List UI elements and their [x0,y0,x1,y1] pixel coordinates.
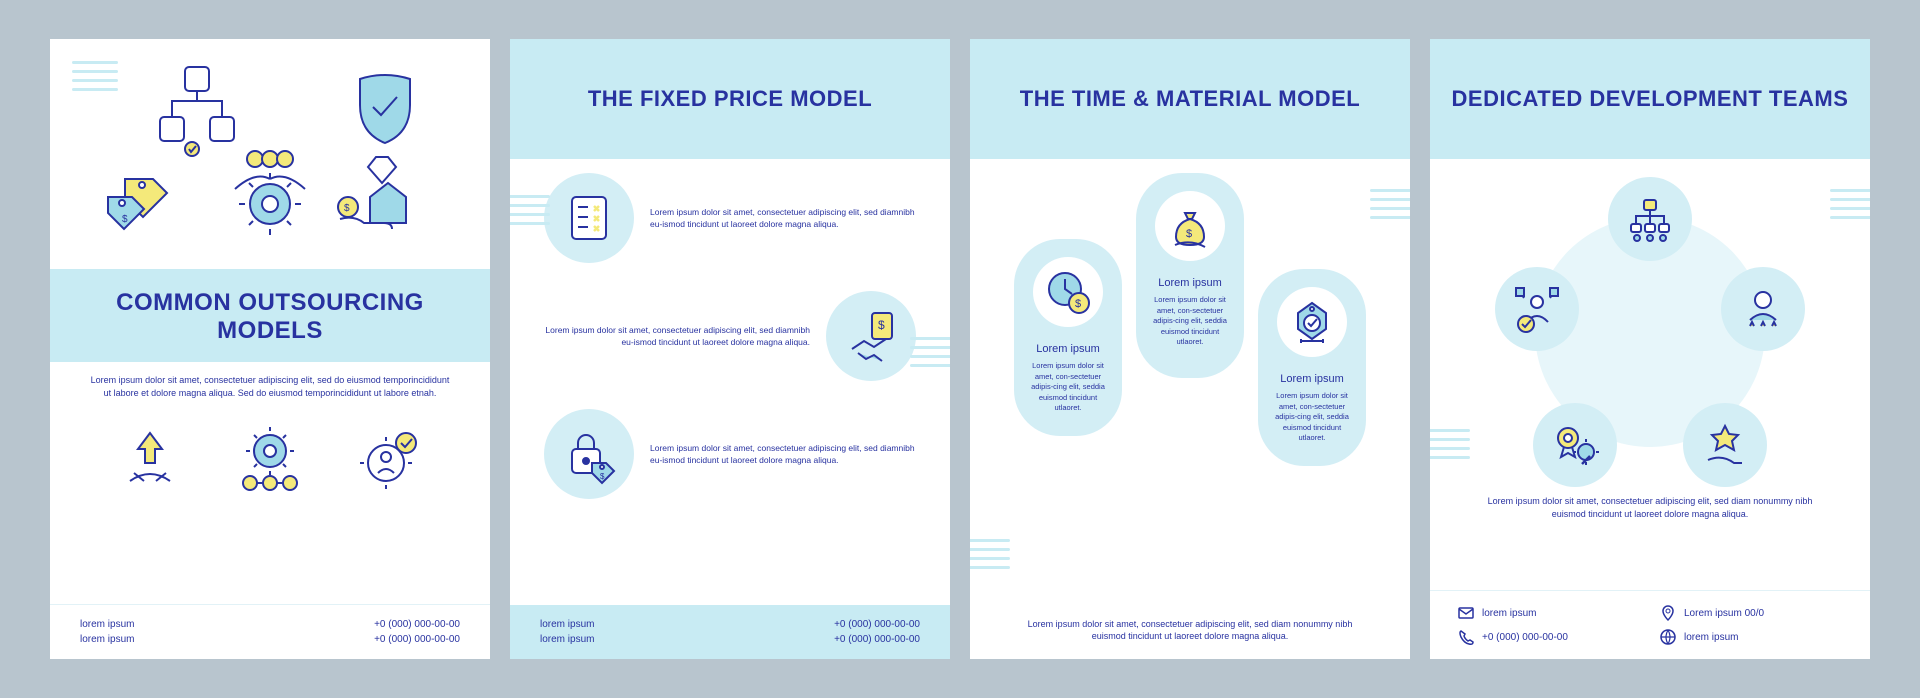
panel2-row-3-text: Lorem ipsum dolor sit amet, consectetuer… [650,442,916,467]
footer-label: lorem ipsum [540,619,594,630]
footer-label: lorem ipsum [540,634,594,645]
panel1-title-block: COMMON OUTSOURCING MODELS [50,269,490,362]
panel1-hero: $ $ [50,39,490,269]
panel-common-outsourcing: $ $ COMMON OUTS [50,39,490,659]
col2-label: Lorem ipsum [1158,277,1222,289]
panel3-title: THE TIME & MATERIAL MODEL [1020,86,1360,111]
footer-label: lorem ipsum [80,619,134,630]
svg-text:$: $ [1075,298,1081,310]
panel2-header: THE FIXED PRICE MODEL [510,39,950,159]
tag-check-icon [1277,287,1347,357]
panel4-title: DEDICATED DEVELOPMENT TEAMS [1452,86,1849,111]
panel4-contact: lorem ipsum Lorem ipsum 00/0 +0 (000) 00… [1430,590,1870,659]
panel1-icon-row [50,399,490,503]
panel4-header: DEDICATED DEVELOPMENT TEAMS [1430,39,1870,159]
svg-text:$: $ [344,203,350,214]
award-gear-icon [1533,403,1617,487]
accent-lines [1430,429,1470,459]
panel4-diagram [1495,177,1805,487]
panel-fixed-price: THE FIXED PRICE MODEL Lorem ipsum dolor … [510,39,950,659]
accent-lines [910,337,950,367]
accent-lines [510,195,550,225]
contact-web: lorem ipsum [1660,629,1842,645]
panel2-row-2: $ Lorem ipsum dolor sit amet, consectetu… [510,277,950,395]
panel-dedicated-teams: DEDICATED DEVELOPMENT TEAMS Lorem ipsum … [1430,39,1870,659]
accent-lines [1370,189,1410,219]
panel2-row-1: Lorem ipsum dolor sit amet, consectetuer… [510,159,950,277]
rated-person-icon [1721,267,1805,351]
handshake-deal-icon: $ [826,291,916,381]
panel1-title: COMMON OUTSOURCING MODELS [80,289,460,344]
panel2-row-3: $ Lorem ipsum dolor sit amet, consectetu… [510,395,950,513]
panel3-header: THE TIME & MATERIAL MODEL [970,39,1410,159]
panel3-col-3: Lorem ipsum Lorem ipsum dolor sit amet, … [1258,269,1366,466]
hand-star-icon [1683,403,1767,487]
svg-text:$: $ [122,214,128,225]
footer-phone: +0 (000) 000-00-00 [374,619,460,630]
col3-text: Lorem ipsum dolor sit amet, con-sectetue… [1270,391,1354,444]
panel3-columns: $ Lorem ipsum Lorem ipsum dolor sit amet… [970,159,1410,466]
svg-text:$: $ [878,318,885,332]
accent-lines [450,319,490,349]
contact-email: lorem ipsum [1458,605,1640,621]
person-gear-check-icon [350,423,430,503]
checklist-icon [544,173,634,263]
footer-phone: +0 (000) 000-00-00 [374,634,460,645]
panel2-row-2-text: Lorem ipsum dolor sit amet, consectetuer… [544,324,810,349]
money-bag-icon: $ [1155,191,1225,261]
col2-text: Lorem ipsum dolor sit amet, con-sectetue… [1148,295,1232,348]
svg-text:$: $ [1186,228,1192,240]
juggle-check-icon [1495,267,1579,351]
contact-address: Lorem ipsum 00/0 [1660,605,1842,621]
panel2-footer: lorem ipsum lorem ipsum +0 (000) 000-00-0… [510,605,950,659]
col1-label: Lorem ipsum [1036,343,1100,355]
panel3-col-1: $ Lorem ipsum Lorem ipsum dolor sit amet… [1014,239,1122,436]
panel4-subtitle: Lorem ipsum dolor sit amet, consectetuer… [1430,487,1870,520]
footer-phone: +0 (000) 000-00-00 [834,619,920,630]
panel1-footer: lorem ipsum lorem ipsum +0 (000) 000-00-0… [50,604,490,659]
accent-lines [1830,189,1870,219]
handshake-arrow-icon [110,423,190,503]
svg-text:$: $ [600,472,605,481]
panel1-subtitle: Lorem ipsum dolor sit amet, consectetuer… [50,362,490,399]
panel3-footer-text: Lorem ipsum dolor sit amet, consectetuer… [970,602,1410,659]
contact-phone: +0 (000) 000-00-00 [1458,629,1640,645]
col3-label: Lorem ipsum [1280,373,1344,385]
panel3-col-2: $ Lorem ipsum Lorem ipsum dolor sit amet… [1136,173,1244,378]
lock-price-icon: $ [544,409,634,499]
accent-lines [970,539,1010,569]
panel-time-material: THE TIME & MATERIAL MODEL $ Lorem ipsum … [970,39,1410,659]
brochure-set: $ $ COMMON OUTS [50,39,1870,659]
clock-money-icon: $ [1033,257,1103,327]
panel2-title: THE FIXED PRICE MODEL [588,86,872,111]
footer-phone: +0 (000) 000-00-00 [834,634,920,645]
gear-chain-icon [230,423,310,503]
col1-text: Lorem ipsum dolor sit amet, con-sectetue… [1026,361,1110,414]
panel2-row-1-text: Lorem ipsum dolor sit amet, consectetuer… [650,206,916,231]
footer-label: lorem ipsum [80,634,134,645]
org-chart-icon [1608,177,1692,261]
